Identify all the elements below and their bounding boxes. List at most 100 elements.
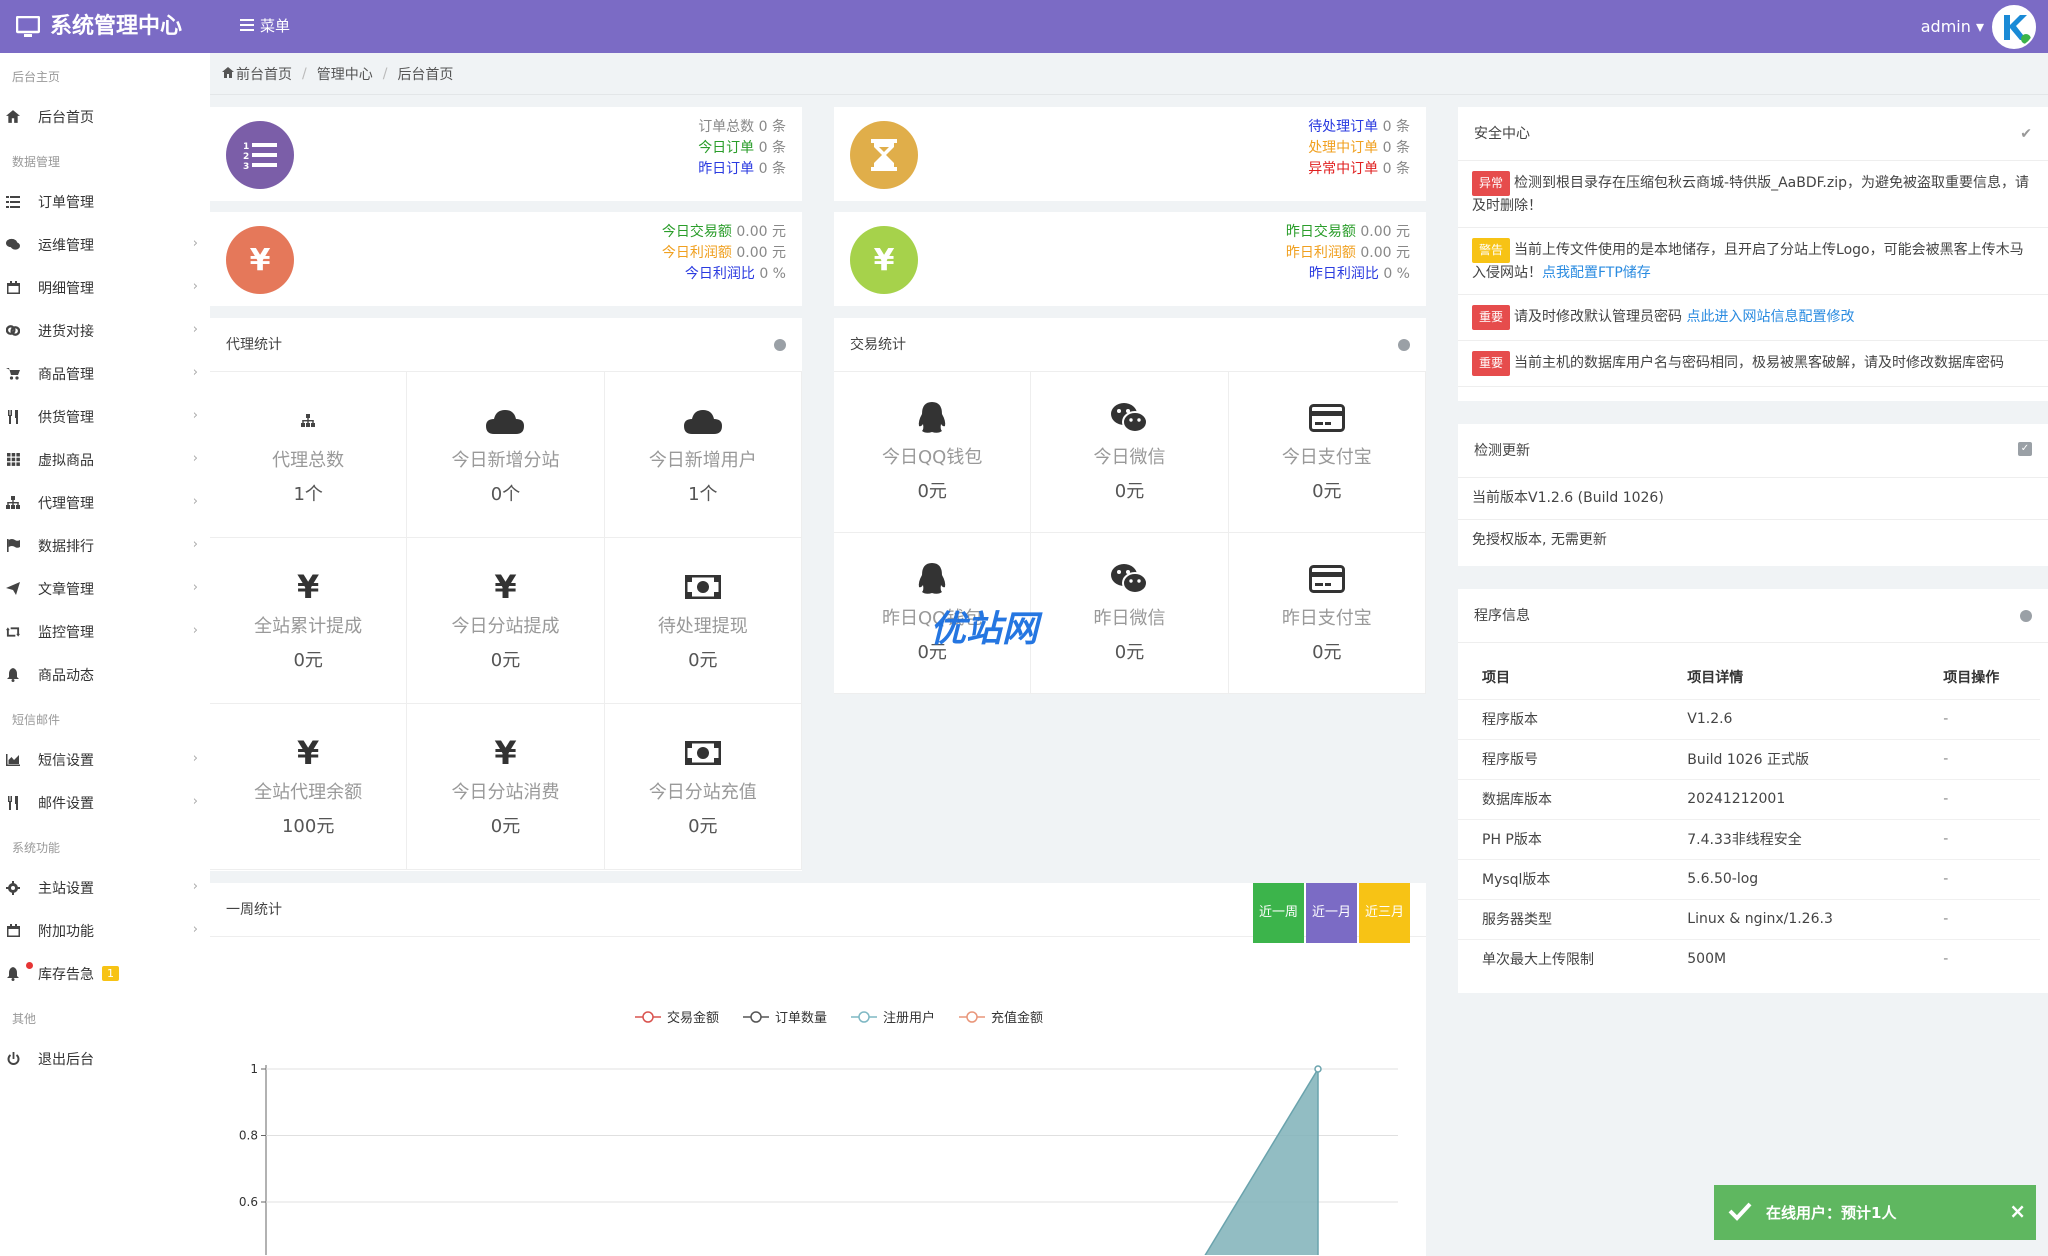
y-tick-label: 1 <box>250 1062 258 1076</box>
avatar[interactable] <box>1992 5 2036 49</box>
sidebar-item-1-1[interactable]: 运维管理 › <box>0 223 210 266</box>
gear-icon <box>6 880 20 895</box>
stat-line-label[interactable]: 今日利润比 <box>684 266 755 282</box>
stat-cell-value: 0元 <box>293 649 323 671</box>
stat-cell[interactable]: 今日新增分站 0个 <box>407 372 605 538</box>
stat-line-label[interactable]: 处理中订单 <box>1308 140 1379 156</box>
chevron-right-icon: › <box>192 494 198 509</box>
panel-toggle-icon[interactable] <box>1398 339 1410 351</box>
panel-toggle-icon[interactable] <box>774 339 786 351</box>
sidebar-item-1-2[interactable]: 邮件设置 › <box>0 781 210 824</box>
stat-line-value: 0 % <box>759 266 786 282</box>
stat-line-label[interactable]: 昨日利润比 <box>1308 266 1379 282</box>
panel-toggle-icon[interactable] <box>2020 610 2032 622</box>
home-icon <box>6 110 20 124</box>
range-button-2[interactable]: 近三月 <box>1358 883 1410 943</box>
stat-line-label[interactable]: 今日订单 <box>698 140 755 156</box>
chevron-right-icon: › <box>192 580 198 595</box>
sidebar-item-10-1[interactable]: 监控管理 › <box>0 610 210 653</box>
sidebar-item-0-0[interactable]: 后台首页 <box>0 95 210 138</box>
program-panel: 程序信息 项目 项目详情 项目操作 程序版本 V1.2.6- 程序版号 Build 102… <box>1458 589 2048 993</box>
grid-icon <box>6 453 20 467</box>
stat-cell[interactable]: ¥ 今日分站提成 0元 <box>407 538 605 704</box>
stat-cell-label: 今日新增分站 <box>451 449 560 471</box>
sidebar-item-3-1[interactable]: 进货对接 › <box>0 309 210 352</box>
chart-icon <box>6 753 20 767</box>
flag-icon <box>6 539 20 553</box>
stat-cell[interactable]: ¥ 全站代理余额 100元 <box>210 704 408 870</box>
chevron-right-icon: › <box>192 922 198 937</box>
stat-line-label[interactable]: 昨日利润额 <box>1285 245 1356 261</box>
stat-cell[interactable]: 昨日微信 0元 <box>1031 533 1229 694</box>
stat-cell[interactable]: ¥ 全站累计提成 0元 <box>210 538 408 704</box>
sidebar-item-4-1[interactable]: 商品管理 › <box>0 352 210 395</box>
table-cell: 20241212001 <box>1663 778 1920 819</box>
checkbox-icon[interactable]: ✓ <box>2018 442 2032 456</box>
sidebar-item-6-1[interactable]: 虚拟商品 › <box>0 438 210 481</box>
brand[interactable]: 系统管理中心 <box>16 0 182 53</box>
sidebar-item-label: 运维管理 <box>38 237 94 254</box>
user-menu[interactable]: admin ▾ <box>1920 17 1984 36</box>
chevron-right-icon: › <box>192 451 198 466</box>
yen-icon: ¥ <box>494 567 517 606</box>
pending-stats-box: 待处理订单 0 条处理中订单 0 条异常中订单 0 条 <box>834 107 1426 201</box>
sidebar-item-0-3[interactable]: 主站设置 › <box>0 866 210 909</box>
stat-cell[interactable]: 今日支付宝 0元 <box>1228 372 1426 533</box>
stat-cell[interactable]: 今日QQ钱包 0元 <box>834 372 1032 533</box>
stat-line-label[interactable]: 订单总数 <box>698 119 755 135</box>
alert-link[interactable]: 点此进入网站信息配置修改 <box>1686 309 1855 325</box>
sidebar-item-label: 代理管理 <box>38 495 94 512</box>
stat-line-label[interactable]: 待处理订单 <box>1308 119 1379 135</box>
stat-line: 今日交易额 0.00 元 <box>662 222 786 243</box>
stat-line-label[interactable]: 今日利润额 <box>661 245 732 261</box>
sidebar-item-5-1[interactable]: 供货管理 › <box>0 395 210 438</box>
sidebar-item-0-1[interactable]: 订单管理 <box>0 180 210 223</box>
stat-line-label[interactable]: 昨日订单 <box>698 161 755 177</box>
table-row: 单次最大上传限制 500M - <box>1458 938 2040 979</box>
legend-label: 充值金额 <box>991 1010 1043 1026</box>
chevron-right-icon: › <box>192 322 198 337</box>
stat-cell[interactable]: 今日新增用户 1个 <box>604 372 802 538</box>
sidebar-section-title: 数据管理 <box>12 155 61 169</box>
range-button-0[interactable]: 近一周 <box>1252 883 1304 943</box>
stat-line: 异常中订单 0 条 <box>1308 159 1410 180</box>
sidebar-item-9-1[interactable]: 文章管理 › <box>0 567 210 610</box>
close-icon[interactable]: × <box>2009 1199 2026 1223</box>
sidebar-item-8-1[interactable]: 数据排行 › <box>0 524 210 567</box>
stat-cell[interactable]: 今日分站充值 0元 <box>604 704 802 870</box>
trade-stats-panel: 交易统计 今日QQ钱包 0元 今日微信 0元 今日支付宝 0元 昨日QQ钱包 0… <box>834 318 1426 694</box>
check-icon[interactable]: ✔ <box>2020 126 2032 142</box>
legend-marker <box>858 1011 870 1023</box>
stat-cell[interactable]: 待处理提现 0元 <box>604 538 802 704</box>
stat-line-label[interactable]: 昨日交易额 <box>1285 224 1356 240</box>
menu-toggle-button[interactable]: 菜单 <box>240 0 290 53</box>
sidebar-item-0-4[interactable]: 退出后台 <box>0 1037 210 1080</box>
sidebar-item-7-1[interactable]: 代理管理 › <box>0 481 210 524</box>
stat-cell[interactable]: 今日微信 0元 <box>1031 372 1229 533</box>
sidebar-item-1-3[interactable]: 附加功能 › <box>0 909 210 952</box>
stat-cell[interactable]: ¥ 今日分站消费 0元 <box>407 704 605 870</box>
stat-cell[interactable]: 代理总数 1个 <box>210 372 408 538</box>
stat-line-label[interactable]: 异常中订单 <box>1308 161 1379 177</box>
sidebar-item-0-2[interactable]: 短信设置 › <box>0 738 210 781</box>
sidebar-item-2-1[interactable]: 明细管理 › <box>0 266 210 309</box>
stat-cell[interactable]: 昨日支付宝 0元 <box>1228 533 1426 694</box>
sidebar-item-label: 后台首页 <box>38 109 94 126</box>
breadcrumb-admin[interactable]: 管理中心 <box>316 66 373 83</box>
stat-cell[interactable]: 昨日QQ钱包 0元 <box>834 533 1032 694</box>
table-cell: 程序版号 <box>1458 738 1664 779</box>
qq-icon <box>916 401 948 435</box>
table-cell: Linux & nginx/1.26.3 <box>1663 898 1920 939</box>
svg-text:3: 3 <box>243 162 249 171</box>
trade-stats-grid: 今日QQ钱包 0元 今日微信 0元 今日支付宝 0元 昨日QQ钱包 0元 昨日微… <box>834 372 1426 694</box>
stat-line-label[interactable]: 今日交易额 <box>661 224 732 240</box>
stat-line-value: 0 条 <box>1382 140 1410 156</box>
breadcrumb-home[interactable]: 前台首页 <box>236 66 292 83</box>
range-button-1[interactable]: 近一月 <box>1305 883 1357 943</box>
sidebar-item-11-1[interactable]: 商品动态 <box>0 653 210 696</box>
sidebar-item-2-3[interactable]: 库存告急 1 <box>0 952 210 995</box>
alert-link[interactable]: 点我配置FTP储存 <box>1542 265 1651 281</box>
